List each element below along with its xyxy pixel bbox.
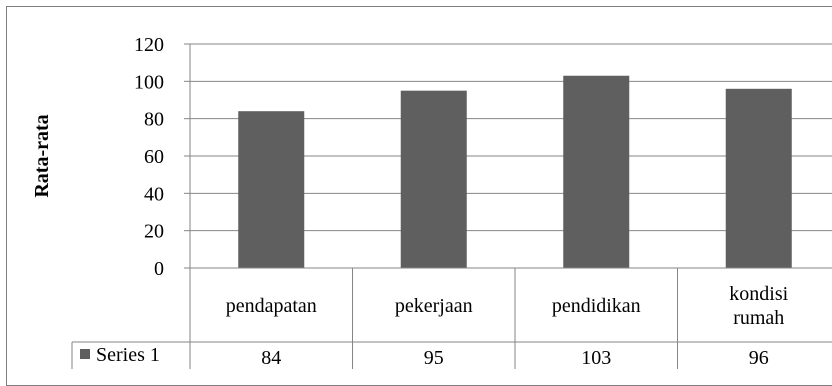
y-tick-label: 80 bbox=[144, 109, 164, 131]
table-value-pendapatan: 84 bbox=[261, 347, 281, 369]
y-tick-label: 40 bbox=[144, 183, 164, 205]
legend-series-name: Series 1 bbox=[96, 344, 160, 366]
category-label: rumah bbox=[733, 307, 784, 329]
y-tick-label: 120 bbox=[134, 34, 164, 56]
table-value-kondisi-rumah: 96 bbox=[749, 347, 769, 369]
y-axis-label: Rata-rata bbox=[31, 114, 53, 197]
category-label: pekerjaan bbox=[395, 295, 473, 317]
category-label: kondisi bbox=[729, 283, 788, 305]
y-tick-label: 100 bbox=[134, 71, 164, 93]
bar-pendapatan bbox=[238, 111, 305, 268]
table-value-pendidikan: 103 bbox=[581, 347, 611, 369]
bar-chart: 0 20 40 60 80 100 120 Rata-rata pendapatan pekerj… bbox=[31, 34, 832, 369]
bar-pendidikan bbox=[563, 75, 630, 268]
bar-pekerjaan bbox=[400, 90, 467, 269]
bar-kondisi-rumah bbox=[725, 88, 792, 268]
y-tick-label: 20 bbox=[144, 221, 164, 243]
legend-key bbox=[80, 349, 90, 359]
category-label: pendapatan bbox=[226, 295, 317, 317]
y-tick-label: 0 bbox=[154, 258, 164, 280]
y-tick-label: 60 bbox=[144, 146, 164, 168]
category-label: pendidikan bbox=[552, 295, 641, 317]
table-value-pekerjaan: 95 bbox=[424, 347, 444, 369]
